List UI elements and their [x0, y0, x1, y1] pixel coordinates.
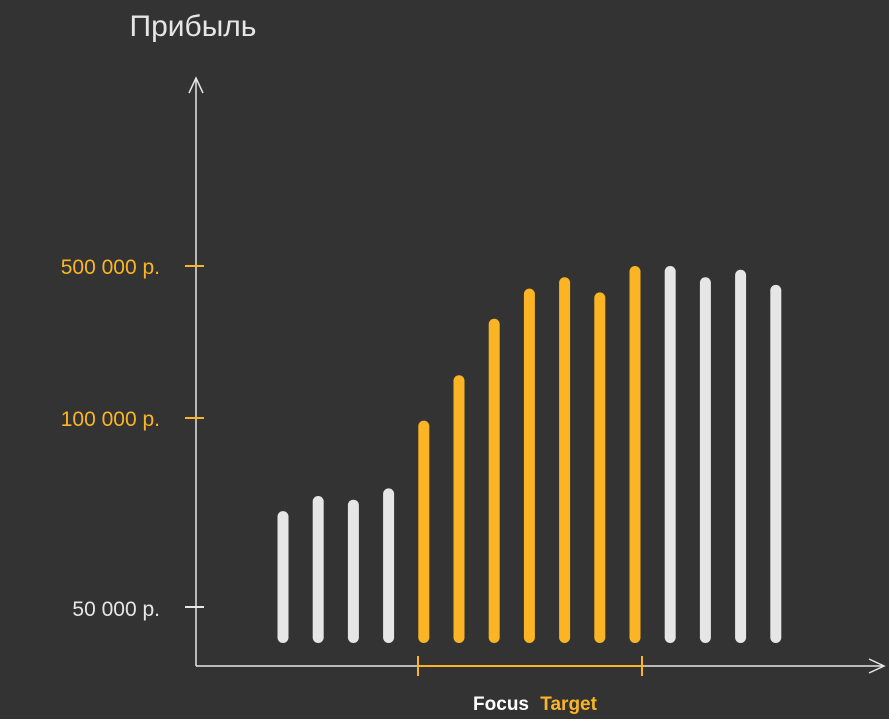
x-axis-arrowhead — [868, 658, 886, 674]
bars-group — [277, 266, 782, 643]
y-tick-label-100000: 100 000 р. — [61, 408, 160, 431]
bar-11-highlighted — [629, 266, 641, 643]
bar-12 — [664, 266, 676, 643]
bar-2 — [312, 496, 324, 643]
bar-8-highlighted — [523, 288, 535, 643]
legend-focus-text: Focus — [473, 694, 529, 714]
bar-10-highlighted — [594, 292, 606, 643]
bar-7-highlighted — [488, 318, 500, 643]
focus-target-legend: Focus Target — [473, 694, 598, 714]
bar-4 — [383, 488, 395, 643]
y-tick-label-50000: 50 000 р. — [72, 598, 160, 621]
y-axis-arrowhead — [188, 76, 204, 94]
bar-15 — [770, 284, 782, 643]
y-tick-label-500000: 500 000 р. — [61, 256, 160, 279]
bar-1 — [277, 511, 289, 643]
y-axis-title: Прибыль — [130, 10, 257, 43]
bar-6-highlighted — [453, 375, 465, 643]
bar-14 — [735, 269, 747, 643]
legend-target-text: Target — [540, 694, 597, 714]
bar-9-highlighted — [559, 277, 571, 643]
bar-13 — [699, 277, 711, 643]
bar-5-highlighted — [418, 420, 430, 643]
bar-3 — [347, 499, 359, 643]
